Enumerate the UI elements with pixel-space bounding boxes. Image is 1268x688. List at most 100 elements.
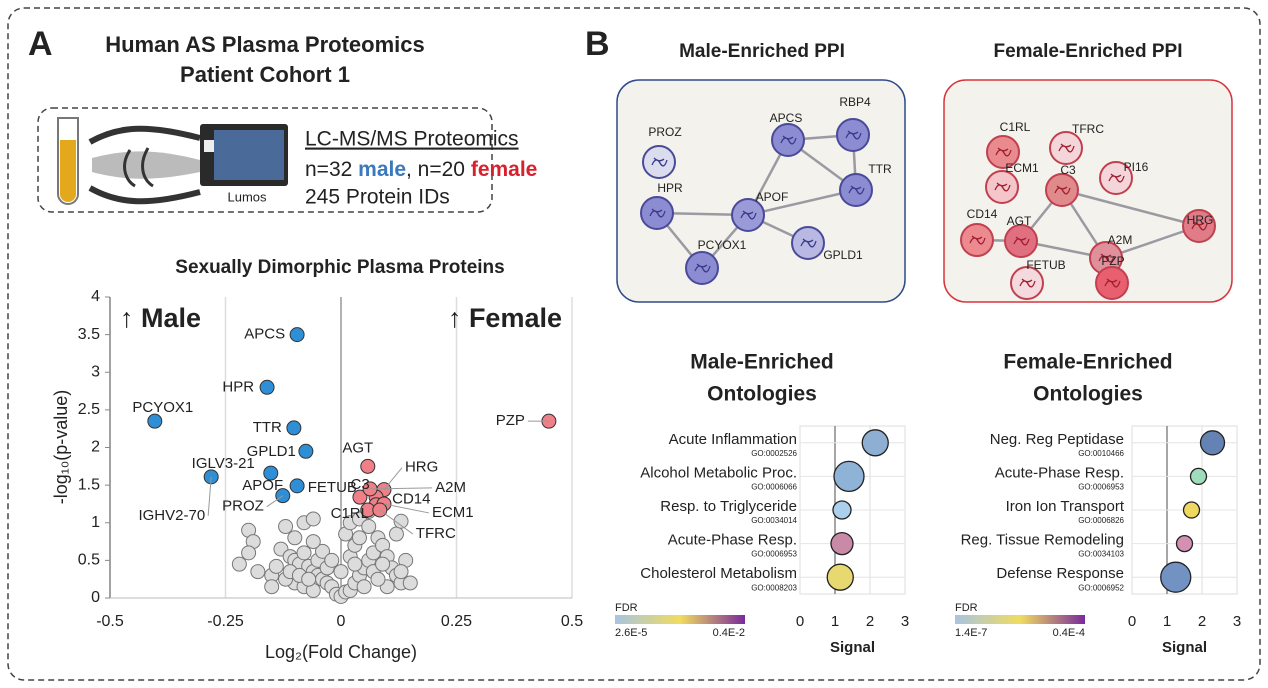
point bbox=[333, 564, 349, 580]
chart-title: Ontologies bbox=[707, 383, 817, 406]
network-edge bbox=[1061, 188, 1200, 228]
leader-line bbox=[383, 503, 430, 514]
x-axis-label: Signal bbox=[830, 639, 875, 656]
colorbar bbox=[955, 615, 1085, 624]
node-label: C1RL bbox=[1000, 120, 1031, 134]
node-label: GPLD1 bbox=[823, 248, 863, 262]
protein-count: 245 Protein IDs bbox=[305, 186, 450, 209]
bubble bbox=[1160, 561, 1192, 593]
node-structure bbox=[1058, 143, 1075, 153]
point bbox=[393, 564, 409, 580]
point-label: ECM1 bbox=[432, 504, 474, 521]
node-structure bbox=[995, 147, 1012, 157]
point bbox=[315, 543, 331, 559]
node-label: APCS bbox=[770, 111, 803, 125]
category-label: Cholesterol Metabolism bbox=[640, 565, 797, 582]
leader-line bbox=[383, 467, 403, 490]
node-label: PZP bbox=[1101, 254, 1124, 268]
panel-title: Human AS Plasma Proteomics bbox=[105, 32, 425, 57]
category-label: Defense Response bbox=[996, 565, 1124, 582]
node-label: HPR bbox=[657, 181, 683, 195]
node-structure bbox=[800, 238, 817, 248]
point bbox=[375, 556, 391, 572]
y-tick-label: 1.5 bbox=[78, 476, 100, 493]
point-label: IGHV2-70 bbox=[138, 507, 205, 524]
point bbox=[393, 513, 409, 529]
category-label: Neg. Reg Peptidase bbox=[990, 431, 1124, 448]
point bbox=[352, 489, 368, 505]
node-label: PCYOX1 bbox=[698, 238, 747, 252]
node-structure bbox=[1019, 278, 1036, 288]
bubble bbox=[1175, 534, 1194, 553]
node-structure bbox=[740, 210, 757, 220]
x-tick-label: -0.25 bbox=[207, 613, 244, 630]
bubble bbox=[861, 429, 889, 457]
y-tick-label: 2 bbox=[91, 439, 100, 456]
column-coil bbox=[123, 147, 154, 188]
method-box bbox=[37, 107, 493, 213]
instrument-panel bbox=[214, 130, 284, 180]
node-structure bbox=[1104, 278, 1121, 288]
node-structure bbox=[780, 135, 797, 145]
x-tick-label: -0.5 bbox=[96, 613, 124, 630]
point-label: APCS bbox=[244, 326, 285, 343]
node-label: PI16 bbox=[1124, 160, 1149, 174]
point bbox=[147, 413, 163, 429]
point bbox=[361, 519, 377, 535]
method-text: LC-MS/MS Proteomics bbox=[305, 128, 519, 151]
bubble bbox=[1182, 501, 1201, 519]
chart-title: Sexually Dimorphic Plasma Proteins bbox=[175, 257, 504, 278]
go-id: GO:0006953 bbox=[1078, 483, 1124, 492]
lc-column bbox=[88, 125, 201, 205]
go-id: GO:0008203 bbox=[751, 583, 797, 592]
category-label: Resp. to Triglyceride bbox=[660, 498, 797, 515]
annotation: ↑ Female bbox=[448, 303, 562, 333]
x-axis-label: Log₂(Fold Change) bbox=[265, 642, 417, 662]
go-id: GO:0006826 bbox=[1078, 516, 1124, 525]
bubble bbox=[1199, 430, 1226, 456]
series bbox=[352, 413, 557, 518]
point bbox=[305, 511, 321, 527]
colorbar-label: FDR bbox=[955, 602, 978, 614]
point bbox=[356, 579, 372, 595]
node-label: FETUB bbox=[1026, 258, 1065, 272]
go-id: GO:0006066 bbox=[751, 483, 797, 492]
point bbox=[388, 526, 404, 542]
node-structure bbox=[848, 185, 865, 195]
colorbar-max: 0.4E-2 bbox=[713, 627, 745, 639]
point bbox=[324, 552, 340, 568]
node-structure bbox=[1013, 236, 1030, 246]
colorbar bbox=[615, 615, 745, 624]
point bbox=[241, 545, 257, 561]
x-tick-label: 2 bbox=[1198, 613, 1206, 630]
network-edge bbox=[747, 188, 857, 217]
outer-border bbox=[7, 7, 1261, 681]
point bbox=[268, 558, 284, 574]
point bbox=[289, 478, 305, 494]
column-line bbox=[88, 125, 201, 145]
point bbox=[289, 327, 305, 343]
node-structure bbox=[1098, 253, 1115, 263]
point-label: IGLV3-21 bbox=[192, 455, 255, 472]
panel-letter: B bbox=[585, 25, 610, 63]
leader-line bbox=[266, 495, 284, 508]
x-tick-label: 1 bbox=[1163, 613, 1171, 630]
x-tick-label: 0 bbox=[796, 613, 804, 630]
y-tick-label: 2.5 bbox=[78, 401, 100, 418]
node-label: ECM1 bbox=[1005, 161, 1039, 175]
bubble bbox=[832, 500, 852, 520]
node-label: AGT bbox=[1007, 214, 1032, 228]
point bbox=[402, 575, 418, 591]
point bbox=[296, 545, 312, 561]
category-label: Acute-Phase Resp. bbox=[995, 464, 1124, 481]
series bbox=[147, 327, 314, 504]
cohort-male: male bbox=[358, 158, 406, 181]
point-label: PZP bbox=[496, 412, 525, 429]
sample-tube bbox=[57, 117, 79, 205]
y-tick-label: 0.5 bbox=[78, 552, 100, 569]
category-label: Acute-Phase Resp. bbox=[668, 532, 797, 549]
y-axis-label: -log₁₀(p-value) bbox=[51, 390, 71, 505]
go-id: GO:0034014 bbox=[751, 516, 797, 525]
node-label: C3 bbox=[1060, 163, 1076, 177]
